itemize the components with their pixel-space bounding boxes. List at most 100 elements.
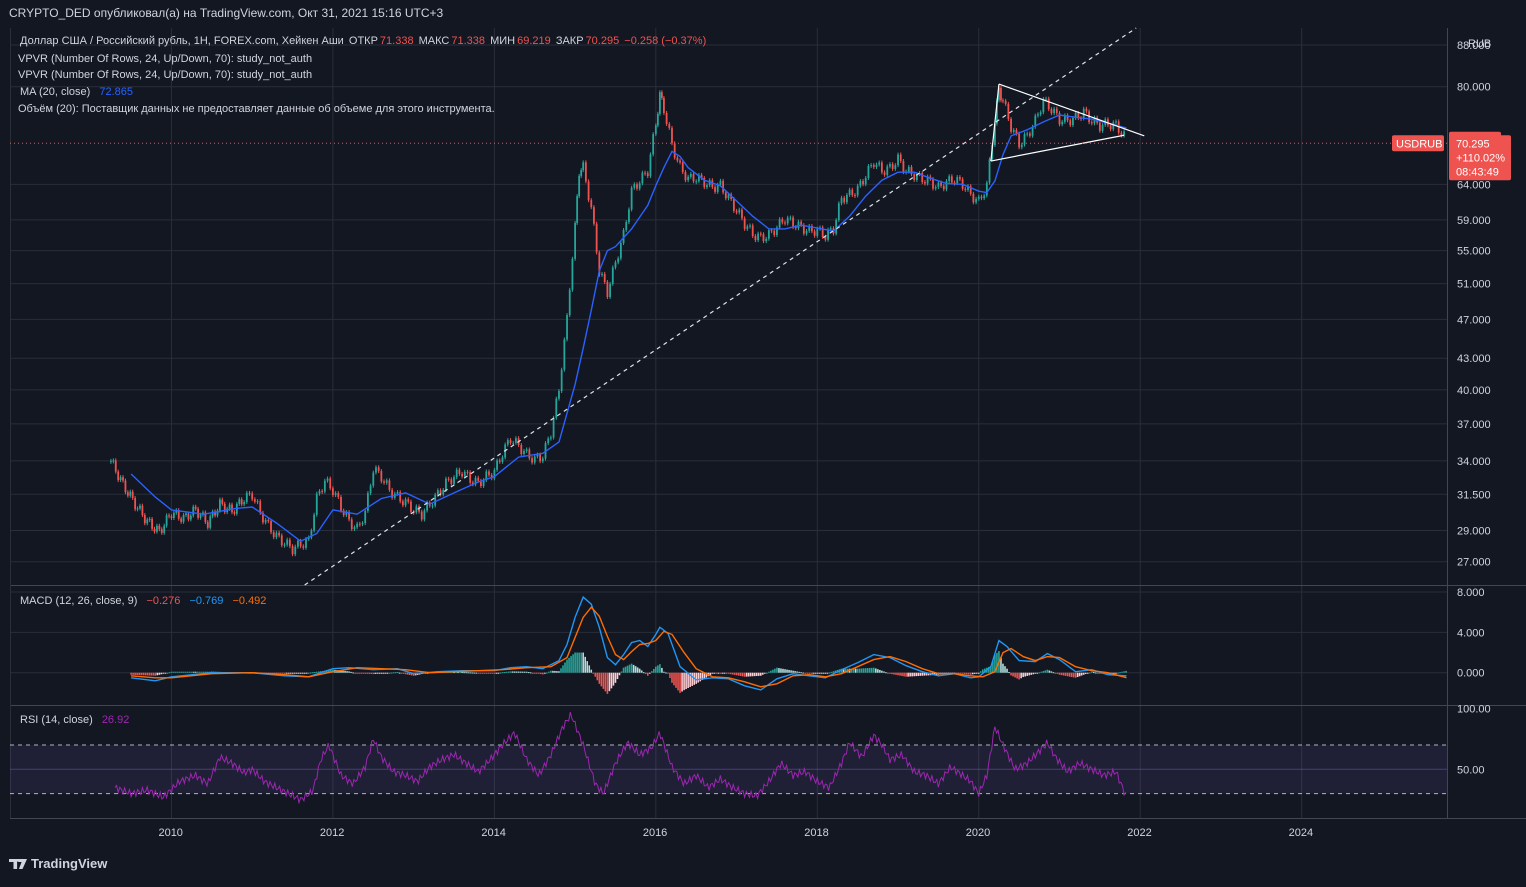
- macd-hist-bar: [891, 672, 893, 675]
- candle-body: [1039, 112, 1042, 115]
- macd-hist-bar: [636, 667, 639, 673]
- candle-body: [315, 493, 318, 515]
- candle-body: [883, 172, 886, 175]
- candle-body: [1069, 120, 1072, 126]
- legend-macd[interactable]: MACD (12, 26, close, 9) −0.276 −0.769 −0…: [18, 595, 266, 607]
- macd-hist-bar: [828, 672, 831, 674]
- macd-hist-bar: [782, 668, 784, 673]
- candle-body: [827, 229, 829, 240]
- candle-body: [770, 230, 773, 232]
- candle-body: [998, 87, 1000, 101]
- candle-body: [410, 501, 412, 512]
- legend-volume[interactable]: Объём (20): Поставщик данных не предоста…: [18, 103, 495, 115]
- candle-body: [886, 166, 889, 175]
- candle-body: [288, 539, 291, 547]
- price-tick-43.000: 43.000: [1457, 353, 1491, 365]
- macd-hist-bar: [911, 672, 913, 677]
- candle-body: [337, 493, 340, 497]
- macd-hist-bar: [764, 672, 766, 674]
- rsi-tick-50.00: 50.00: [1457, 764, 1485, 776]
- macd-hist-bar: [138, 672, 140, 676]
- macd-hist-bar: [293, 672, 296, 674]
- candle-body: [372, 472, 375, 486]
- candle-body: [168, 515, 170, 517]
- macd-hist-bar: [826, 672, 829, 674]
- macd-hist-bar: [497, 672, 500, 674]
- macd-hist-bar: [642, 672, 645, 674]
- legend-symbol[interactable]: Доллар США / Российский рубль, 1Н, FOREX…: [20, 35, 344, 47]
- macd-hist-bar: [142, 672, 145, 676]
- candle-body: [692, 173, 695, 182]
- macd-hist-bar: [469, 672, 471, 674]
- candle-body: [342, 510, 345, 516]
- candle-body: [942, 185, 945, 190]
- candle-body: [1101, 124, 1104, 131]
- macd-hist-bar: [192, 671, 195, 673]
- macd-hist-bar: [170, 671, 173, 673]
- candle-body: [937, 182, 940, 188]
- macd-hist-bar: [994, 654, 996, 673]
- macd-hist-bar: [873, 667, 875, 673]
- tradingview-logo[interactable]: TradingView: [9, 856, 107, 871]
- candle-body: [880, 162, 883, 173]
- macd-hist-bar: [513, 671, 516, 673]
- macd-hist-bar: [665, 672, 667, 674]
- macd-hist-bar: [202, 671, 205, 673]
- macd-hist-bar: [731, 672, 734, 675]
- macd-hist-bar: [899, 672, 901, 676]
- candle-body: [482, 480, 485, 486]
- candle-body: [571, 258, 574, 290]
- candle-body: [948, 176, 951, 181]
- macd-hist-bar: [376, 672, 379, 674]
- macd-hist-bar: [992, 660, 994, 673]
- candle-body: [700, 174, 703, 179]
- macd-hist-bar: [503, 672, 506, 674]
- macd-hist-bar: [168, 672, 171, 674]
- macd-hist-bar: [683, 672, 685, 691]
- macd-hist-bar: [705, 672, 708, 678]
- candle-body: [501, 457, 504, 462]
- publish-header: CRYPTO_DED опубликовал(а) на TradingView…: [9, 6, 444, 20]
- macd-hist-bar: [988, 666, 990, 673]
- macd-hist-bar: [382, 672, 385, 674]
- candle-body: [555, 398, 558, 418]
- candle-body: [442, 489, 445, 495]
- triangle-left-line: [990, 83, 1000, 162]
- candle-body: [754, 236, 757, 241]
- macd-hist-bar: [893, 672, 895, 675]
- legend-ma[interactable]: MA (20, close) 72.865: [18, 86, 133, 98]
- macd-hist-bar: [757, 672, 760, 676]
- macd-hist-bar: [717, 672, 720, 674]
- macd-hist-bar: [735, 672, 738, 676]
- macd-hist-bar: [473, 672, 475, 674]
- legend-vpvr-1[interactable]: VPVR (Number Of Rows, 24, Up/Down, 70): …: [18, 53, 313, 65]
- candle-body: [182, 515, 185, 522]
- macd-hist-bar: [152, 672, 155, 676]
- candle-body: [110, 460, 112, 462]
- candle-body: [762, 234, 765, 242]
- candle-body: [899, 154, 902, 162]
- price-tick-27.000: 27.000: [1457, 557, 1491, 569]
- candle-body: [593, 207, 595, 224]
- symbol-tag-bg: [1392, 135, 1444, 152]
- macd-hist-bar: [560, 668, 562, 673]
- candle-body: [722, 180, 725, 193]
- candle-body: [574, 222, 577, 259]
- macd-hist-bar: [919, 672, 922, 676]
- macd-hist-bar: [1058, 672, 1061, 675]
- legend-rsi[interactable]: RSI (14, close) 26.92: [18, 714, 129, 726]
- macd-hist-bar: [364, 672, 367, 674]
- macd-hist-bar: [701, 672, 704, 681]
- candle-body: [789, 217, 792, 219]
- candle-body: [1026, 133, 1029, 135]
- macd-hist-bar: [1044, 670, 1047, 673]
- macd-hist-bar: [856, 668, 859, 673]
- macd-hist-bar: [679, 672, 681, 693]
- price-tick-40.000: 40.000: [1457, 385, 1491, 397]
- legend-vpvr-2[interactable]: VPVR (Number Of Rows, 24, Up/Down, 70): …: [18, 69, 313, 81]
- macd-hist-bar: [780, 668, 782, 673]
- macd-hist-bar: [140, 672, 142, 676]
- candle-body: [356, 523, 359, 528]
- macd-hist-bar: [870, 667, 873, 673]
